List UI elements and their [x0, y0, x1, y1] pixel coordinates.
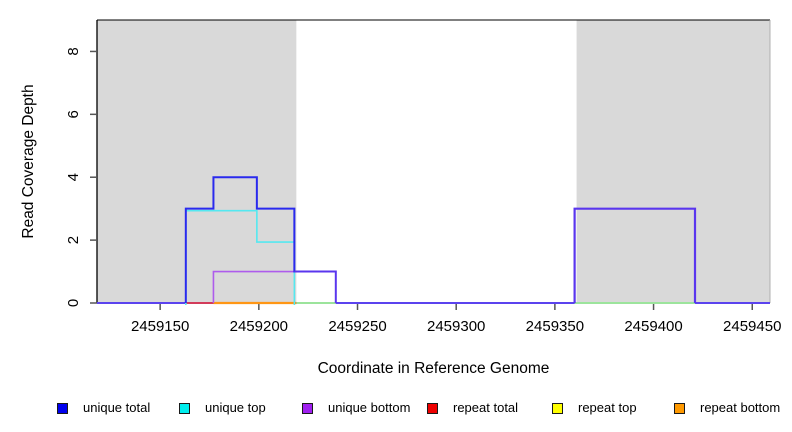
legend-label: repeat bottom: [700, 400, 781, 415]
x-tick-label: 2459250: [328, 318, 386, 335]
legend-label: unique total: [83, 400, 151, 415]
legend-label: repeat total: [453, 400, 519, 415]
y-tick-label: 0: [65, 299, 82, 307]
repeat-top-swatch-icon: [552, 402, 563, 414]
x-tick-label: 2459400: [624, 318, 682, 335]
legend: unique total unique top unique bottom re…: [0, 400, 792, 420]
y-tick-label: 2: [65, 236, 82, 244]
legend-item-repeat-top: repeat top: [552, 400, 637, 416]
legend-item-unique-bottom: unique bottom: [302, 400, 410, 416]
x-tick-label: 2459450: [723, 318, 781, 335]
legend-label: unique top: [205, 400, 266, 415]
y-tick-label: 4: [65, 173, 82, 181]
repeat-region-band: [576, 20, 770, 303]
y-tick-label: 6: [65, 110, 82, 118]
x-axis-title: Coordinate in Reference Genome: [318, 360, 550, 377]
legend-item-repeat-bottom: repeat bottom: [674, 400, 780, 416]
legend-item-unique-total: unique total: [57, 400, 150, 416]
coverage-plot: 2459150 2459200 2459250 2459300 2459350 24594…: [20, 19, 781, 377]
repeat-region-band: [97, 20, 297, 303]
legend-label: unique bottom: [328, 400, 411, 415]
x-tick-label: 2459350: [526, 318, 584, 335]
repeat-total-swatch-icon: [427, 402, 438, 414]
unique-total-swatch-icon: [57, 402, 68, 414]
x-tick-label: 2459300: [427, 318, 485, 335]
coverage-step-line: [184, 176, 336, 303]
coverage-step-line: [294, 270, 337, 303]
y-tick-label: 8: [65, 47, 82, 55]
legend-item-unique-top: unique top: [179, 400, 266, 416]
unique-top-swatch-icon: [179, 402, 190, 414]
y-axis-title: Read Coverage Depth: [20, 84, 37, 238]
repeat-bottom-swatch-icon: [674, 402, 685, 414]
legend-item-repeat-total: repeat total: [427, 400, 518, 416]
legend-label: repeat top: [578, 400, 637, 415]
x-tick-label: 2459200: [230, 318, 288, 335]
x-tick-label: 2459150: [131, 318, 189, 335]
unique-bottom-swatch-icon: [302, 402, 313, 414]
coverage-step-line: [573, 207, 697, 303]
